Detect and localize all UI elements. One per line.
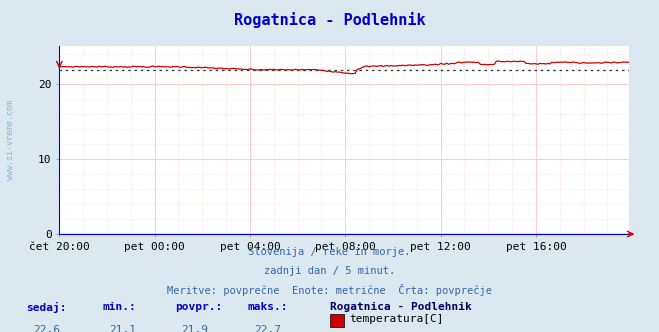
Text: www.si-vreme.com: www.si-vreme.com bbox=[6, 100, 15, 180]
Text: Slovenija / reke in morje.: Slovenija / reke in morje. bbox=[248, 247, 411, 257]
Text: 22,7: 22,7 bbox=[254, 325, 281, 332]
Text: Rogatnica - Podlehnik: Rogatnica - Podlehnik bbox=[330, 302, 471, 312]
Text: zadnji dan / 5 minut.: zadnji dan / 5 minut. bbox=[264, 266, 395, 276]
Text: Rogatnica - Podlehnik: Rogatnica - Podlehnik bbox=[234, 12, 425, 28]
Text: temperatura[C]: temperatura[C] bbox=[349, 314, 444, 324]
Text: Meritve: povprečne  Enote: metrične  Črta: povprečje: Meritve: povprečne Enote: metrične Črta:… bbox=[167, 284, 492, 296]
Text: 22,6: 22,6 bbox=[33, 325, 60, 332]
Text: min.:: min.: bbox=[102, 302, 136, 312]
Text: maks.:: maks.: bbox=[247, 302, 287, 312]
Text: 21,1: 21,1 bbox=[109, 325, 136, 332]
Text: povpr.:: povpr.: bbox=[175, 302, 222, 312]
Text: sedaj:: sedaj: bbox=[26, 302, 67, 313]
Text: 21,9: 21,9 bbox=[181, 325, 208, 332]
